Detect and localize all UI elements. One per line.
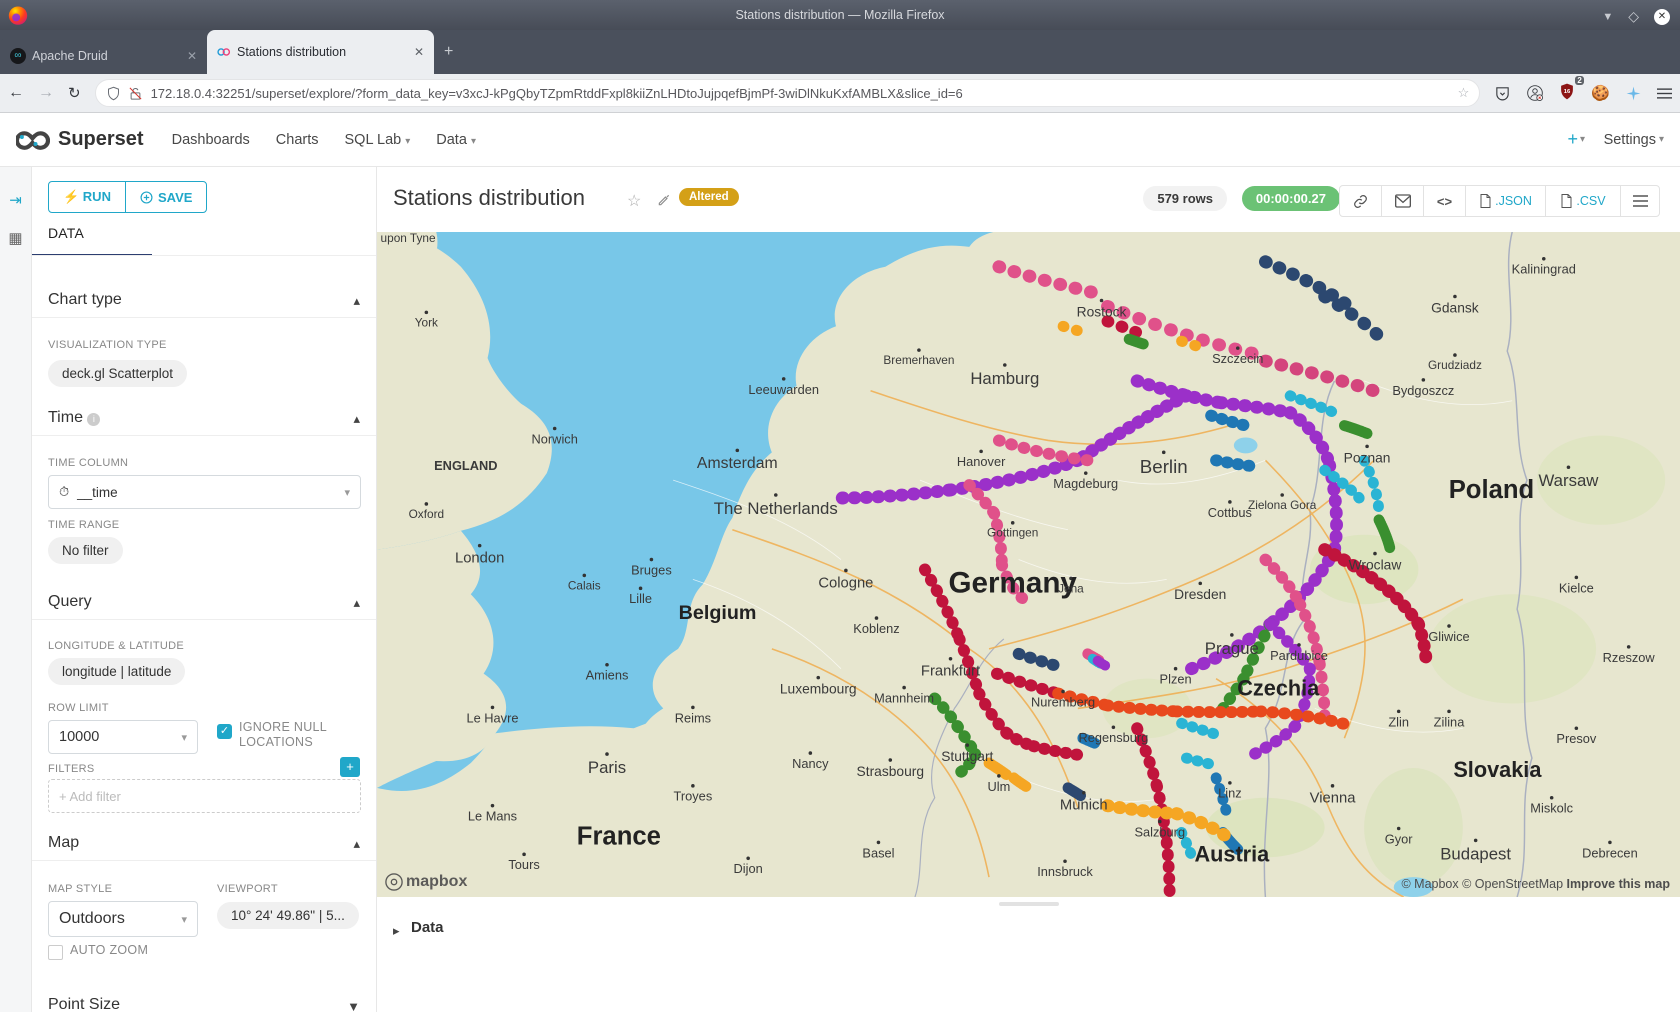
svg-text:Troyes: Troyes — [674, 789, 713, 804]
svg-text:Vienna: Vienna — [1310, 791, 1357, 807]
svg-text:Ulm: Ulm — [987, 779, 1010, 794]
svg-text:Amsterdam: Amsterdam — [697, 455, 778, 472]
svg-text:Tours: Tours — [508, 857, 539, 872]
svg-text:Oxford: Oxford — [409, 507, 444, 521]
svg-text:Kielce: Kielce — [1559, 580, 1594, 595]
svg-text:Gottingen: Gottingen — [987, 526, 1038, 540]
svg-text:Bruges: Bruges — [631, 562, 672, 577]
svg-text:Cologne: Cologne — [818, 575, 873, 591]
svg-text:Zilina: Zilina — [1434, 714, 1465, 729]
svg-text:London: London — [455, 550, 504, 566]
svg-text:Gyor: Gyor — [1385, 831, 1414, 846]
svg-text:Reims: Reims — [675, 710, 711, 725]
svg-text:Rzeszow: Rzeszow — [1603, 650, 1656, 665]
svg-text:Le Mans: Le Mans — [468, 809, 517, 824]
svg-text:Debrecen: Debrecen — [1582, 845, 1638, 860]
svg-text:Zielona Gora: Zielona Gora — [1248, 498, 1317, 512]
svg-text:Norwich: Norwich — [532, 431, 578, 446]
svg-text:Slovakia: Slovakia — [1453, 757, 1542, 782]
svg-text:Luxembourg: Luxembourg — [780, 680, 857, 696]
svg-text:Szczecin: Szczecin — [1212, 351, 1263, 366]
svg-text:Frankfurt: Frankfurt — [921, 664, 981, 680]
svg-text:Presov: Presov — [1556, 731, 1596, 746]
svg-text:ENGLAND: ENGLAND — [434, 458, 497, 473]
svg-text:Paris: Paris — [588, 758, 626, 777]
svg-text:Salzburg: Salzburg — [1134, 824, 1185, 839]
svg-text:Jena: Jena — [1058, 581, 1084, 595]
svg-text:Berlin: Berlin — [1140, 456, 1188, 477]
svg-text:Amiens: Amiens — [586, 668, 629, 683]
svg-text:France: France — [577, 822, 661, 850]
svg-text:Linz: Linz — [1218, 786, 1242, 801]
svg-text:Basel: Basel — [862, 845, 894, 860]
svg-text:Bydgoszcz: Bydgoszcz — [1392, 383, 1454, 398]
svg-text:Pardubice: Pardubice — [1270, 648, 1328, 663]
svg-text:Newcastle upon Tyne: Newcastle upon Tyne — [377, 232, 436, 245]
svg-text:Koblenz: Koblenz — [853, 621, 899, 636]
svg-text:16: 16 — [1564, 89, 1571, 95]
svg-text:Poland: Poland — [1449, 476, 1534, 504]
svg-text:Stuttgart: Stuttgart — [941, 748, 993, 764]
svg-text:Gdansk: Gdansk — [1431, 299, 1479, 315]
svg-text:Mannheim: Mannheim — [874, 690, 934, 705]
svg-text:Prague: Prague — [1205, 639, 1259, 658]
svg-text:Plzen: Plzen — [1160, 672, 1192, 687]
svg-text:Budapest: Budapest — [1440, 844, 1511, 863]
svg-text:Leeuwarden: Leeuwarden — [748, 382, 819, 397]
svg-text:Grudziadz: Grudziadz — [1428, 358, 1482, 372]
svg-text:Kaliningrad: Kaliningrad — [1512, 262, 1576, 277]
svg-text:Austria: Austria — [1194, 841, 1270, 866]
svg-text:Wroclaw: Wroclaw — [1349, 556, 1403, 572]
svg-text:Munich: Munich — [1060, 798, 1108, 814]
svg-text:Hamburg: Hamburg — [970, 369, 1039, 388]
svg-text:Poznan: Poznan — [1344, 449, 1391, 465]
svg-text:Innsbruck: Innsbruck — [1037, 864, 1093, 879]
svg-text:York: York — [415, 315, 438, 329]
svg-text:Miskolc: Miskolc — [1530, 801, 1573, 816]
svg-text:Magdeburg: Magdeburg — [1053, 476, 1118, 491]
svg-text:Zlin: Zlin — [1388, 714, 1409, 729]
svg-text:Le Havre: Le Havre — [466, 710, 518, 725]
svg-text:Cottbus: Cottbus — [1208, 505, 1252, 520]
svg-text:Gliwice: Gliwice — [1428, 629, 1469, 644]
svg-text:Calais: Calais — [568, 578, 601, 592]
svg-text:Dresden: Dresden — [1174, 586, 1226, 602]
svg-text:The Netherlands: The Netherlands — [714, 499, 838, 518]
svg-text:Nuremberg: Nuremberg — [1031, 694, 1095, 709]
svg-text:Regensburg: Regensburg — [1078, 730, 1148, 745]
svg-text:Bremerhaven: Bremerhaven — [883, 353, 954, 367]
svg-text:Dijon: Dijon — [734, 861, 763, 876]
svg-text:Rostock: Rostock — [1077, 303, 1127, 319]
svg-text:Hanover: Hanover — [957, 454, 1006, 469]
svg-text:Czechia: Czechia — [1237, 675, 1320, 700]
svg-text:Nancy: Nancy — [792, 756, 829, 771]
svg-text:Warsaw: Warsaw — [1538, 471, 1599, 490]
svg-text:Lille: Lille — [629, 591, 652, 606]
svg-text:Strasbourg: Strasbourg — [857, 763, 925, 779]
svg-text:Belgium: Belgium — [679, 602, 757, 624]
